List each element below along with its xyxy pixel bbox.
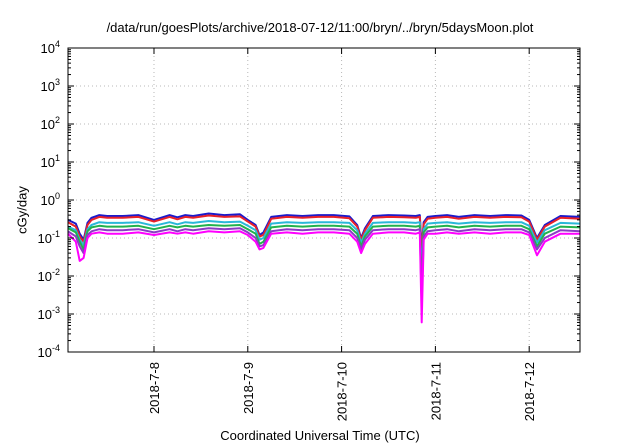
x-axis: 2018-7-8 2018-7-9 2018-7-10 2018-7-11 2018-7… — [147, 48, 537, 421]
data-series — [67, 212, 581, 324]
y-tick-label: 104 — [41, 39, 60, 56]
series-line-5 — [67, 227, 581, 304]
y-tick-label: 103 — [41, 77, 60, 94]
series-line-4 — [67, 224, 581, 289]
y-tick-label: 10-4 — [38, 343, 60, 360]
x-tick-label: 2018-7-12 — [522, 362, 537, 421]
x-tick-label: 2018-7-10 — [335, 362, 350, 421]
x-tick-label: 2018-7-8 — [147, 362, 162, 414]
series-line-6 — [67, 230, 580, 324]
series-line-2 — [67, 214, 581, 255]
series-line-3 — [67, 220, 581, 274]
y-tick-label: 100 — [41, 191, 60, 208]
x-axis-label: Coordinated Universal Time (UTC) — [220, 428, 420, 443]
series-line-1 — [67, 212, 581, 251]
grid-lines — [68, 48, 580, 352]
y-tick-label: 101 — [41, 153, 60, 170]
x-tick-label: 2018-7-9 — [241, 362, 256, 414]
y-tick-label: 10-2 — [38, 267, 60, 284]
x-tick-label: 2018-7-11 — [428, 362, 443, 420]
y-tick-label: 10-3 — [38, 305, 60, 322]
chart-title: /data/run/goesPlots/archive/2018-07-12/1… — [106, 20, 534, 35]
y-tick-label: 10-1 — [38, 229, 60, 246]
y-tick-label: 102 — [41, 115, 60, 132]
